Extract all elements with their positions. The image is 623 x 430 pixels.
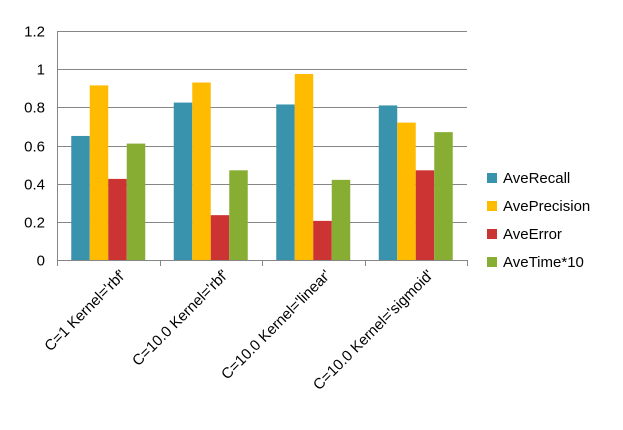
legend-swatch — [487, 201, 497, 211]
bar-avetime-10-1 — [229, 170, 248, 260]
y-tick-label: 0.2 — [24, 215, 45, 232]
legend-label: AveError — [503, 226, 562, 243]
y-tick-label: 1.2 — [24, 24, 45, 41]
y-tick-label: 0.6 — [24, 139, 45, 156]
legend-swatch — [487, 173, 497, 183]
bar-aveerror-0 — [108, 178, 127, 260]
y-tick-label: 0.4 — [24, 177, 45, 194]
bar-avetime-10-2 — [331, 179, 351, 260]
legend-label: AvePrecision — [503, 198, 590, 215]
y-tick-label: 0 — [37, 253, 45, 270]
bar-aveprecision-2 — [294, 73, 314, 260]
legend-swatch — [487, 257, 497, 267]
bar-aveerror-3 — [415, 170, 435, 260]
bar-averecall-1 — [173, 102, 193, 260]
y-tick-labels: 0 0.2 0.4 0.6 0.8 1 1.2 — [24, 24, 45, 270]
bar-avetime-10-0 — [126, 143, 146, 260]
category-label: C=10.0 Kernel='sigmoid' — [310, 267, 437, 394]
bar-aveprecision-1 — [192, 82, 211, 261]
legend-swatch — [487, 229, 497, 239]
category-label: C=10.0 Kernel='linear' — [218, 267, 334, 383]
y-tick-label: 0.8 — [24, 100, 45, 117]
bar-aveerror-1 — [210, 215, 230, 260]
legend-label: AveRecall — [503, 170, 570, 187]
category-labels: C=1 Kernel='rbf' C=10.0 Kernel='rbf'C=10.… — [41, 267, 437, 394]
bars — [71, 73, 453, 261]
axes — [57, 31, 468, 266]
bar-aveprecision-0 — [89, 85, 109, 260]
bar-aveerror-2 — [313, 220, 332, 260]
category-label: C=1 Kernel='rbf' — [41, 267, 129, 355]
legend: AveRecall AvePrecision AveError AveTime*10 — [487, 170, 590, 271]
bar-averecall-2 — [276, 104, 295, 261]
bar-averecall-3 — [378, 105, 398, 260]
bar-aveprecision-3 — [397, 122, 416, 260]
y-tick-label: 1 — [37, 62, 45, 79]
bar-avetime-10-3 — [434, 132, 453, 260]
legend-label: AveTime*10 — [503, 254, 584, 271]
bar-averecall-0 — [71, 135, 90, 260]
category-label: C=10.0 Kernel='rbf' — [129, 267, 232, 370]
